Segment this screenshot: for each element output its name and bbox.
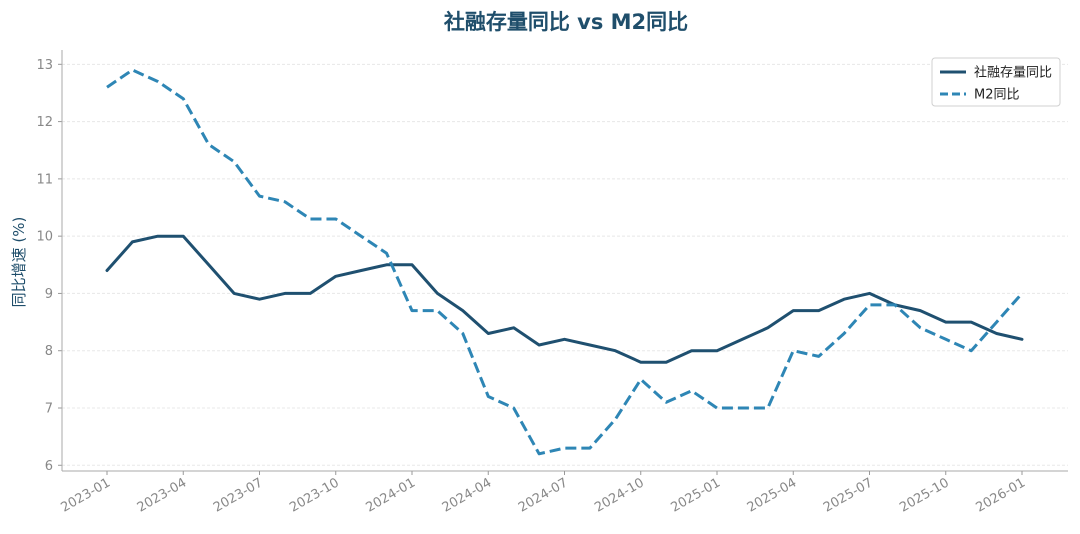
x-tick-label: 2023-10 — [287, 475, 342, 515]
series-lines — [105, 68, 1024, 456]
x-tick-label: 2025-04 — [745, 475, 800, 515]
x-tick-label: 2023-04 — [135, 475, 190, 515]
y-tick-label: 9 — [45, 287, 53, 302]
x-tick-label: 2024-04 — [440, 475, 495, 515]
y-tick-labels: 6 7 8 9 10 11 12 13 — [36, 58, 53, 474]
x-tick-labels: 2023-01 2023-04 2023-07 2023-10 2024-01 2024-… — [58, 475, 1028, 515]
x-tick-label: 2026-01 — [973, 475, 1028, 515]
y-tick-label: 11 — [36, 172, 53, 187]
y-tick-label: 7 — [45, 401, 53, 416]
series-line-1 — [105, 234, 1024, 364]
x-tick-label: 2024-01 — [363, 475, 418, 515]
y-tick-label: 6 — [45, 459, 53, 474]
x-tick-label: 2025-10 — [897, 475, 952, 515]
legend-label: M2同比 — [974, 88, 1020, 103]
y-tick-label: 8 — [45, 344, 53, 359]
x-tick-label: 2024-07 — [516, 475, 571, 515]
series-line-2 — [106, 68, 1024, 456]
x-tick-label: 2025-07 — [821, 475, 876, 515]
x-tick-label: 2023-07 — [211, 475, 266, 515]
y-tick-label: 10 — [36, 230, 53, 245]
x-tick-label: 2023-01 — [58, 475, 113, 515]
y-tick-label: 13 — [36, 58, 53, 73]
chart-title: 社融存量同比 vs M2同比 — [443, 10, 688, 34]
axes — [58, 50, 1068, 475]
legend-label: 社融存量同比 — [974, 65, 1052, 81]
y-axis-label: 同比增速 (%) — [10, 217, 28, 308]
x-tick-label: 2024-10 — [592, 475, 647, 515]
x-tick-label: 2025-01 — [668, 475, 723, 515]
legend: 社融存量同比 M2同比 — [931, 57, 1061, 107]
y-tick-label: 12 — [36, 115, 53, 130]
grid-lines — [62, 63, 1068, 466]
